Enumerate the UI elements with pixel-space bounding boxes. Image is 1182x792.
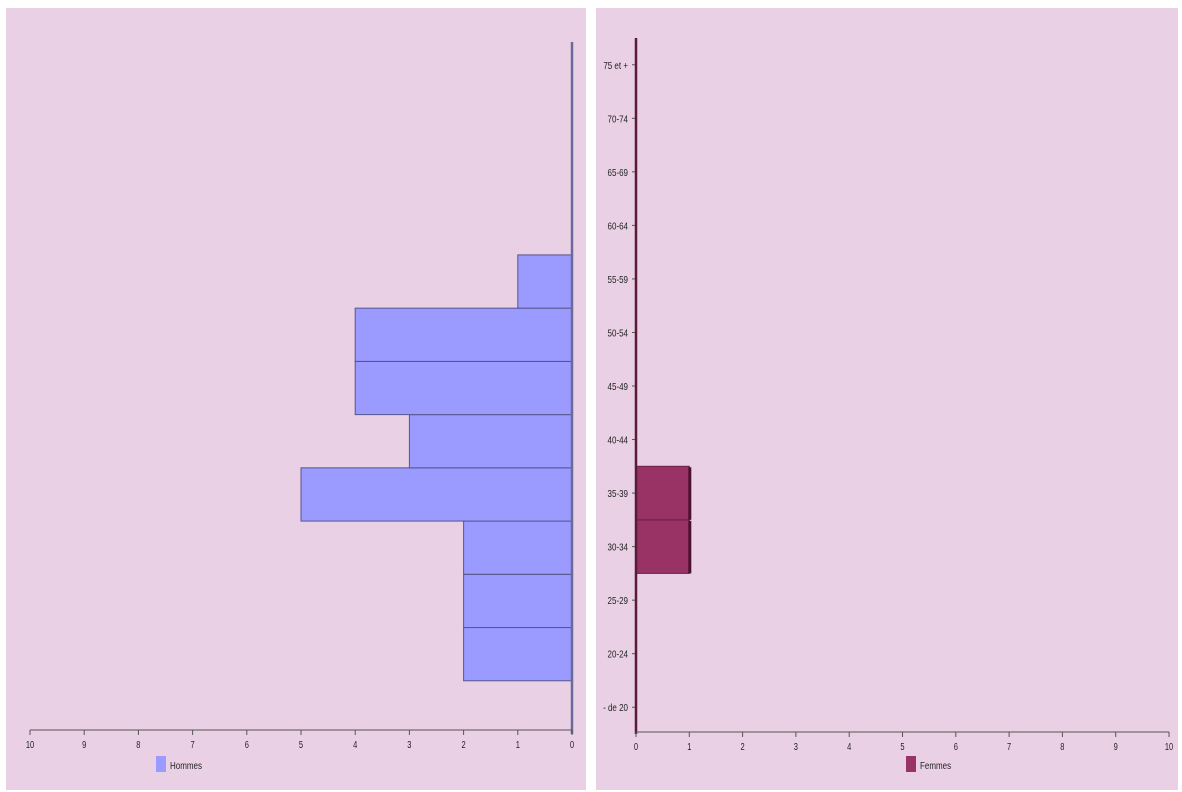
category-label: 70-74 [608, 113, 628, 124]
legend-swatch [906, 756, 916, 772]
bar-25-29 [463, 573, 573, 629]
bar-30-34 [635, 519, 690, 574]
x-tick-label: 2 [741, 741, 745, 752]
category-label: 55-59 [608, 274, 628, 285]
bar-30-34 [463, 520, 573, 575]
bar-35-39 [300, 467, 573, 522]
x-tick-label: 4 [847, 741, 851, 752]
category-label: 40-44 [608, 435, 628, 446]
chart-panel-hommes: 10 9 8 7 6 5 4 3 2 1 0 Hommes [6, 8, 586, 790]
x-tick-label: 1 [687, 741, 691, 752]
category-label: 25-29 [608, 595, 628, 606]
bar-40-44 [408, 414, 573, 469]
x-tick-label: 6 [245, 739, 249, 750]
x-tick-label: 7 [191, 739, 195, 750]
bar-45-49 [354, 360, 573, 416]
bar-50-54 [354, 307, 573, 362]
legend-label: Femmes [920, 760, 952, 771]
category-label: 30-34 [608, 542, 628, 553]
category-label: 35-39 [608, 488, 628, 499]
category-label: 65-69 [608, 167, 628, 178]
x-tick-label: 1 [516, 739, 520, 750]
bar-35-39 [635, 465, 690, 521]
bar-55-59 [517, 254, 573, 309]
category-label: 45-49 [608, 381, 628, 392]
x-tick-label: 5 [900, 741, 904, 752]
x-tick-label: 3 [794, 741, 798, 752]
x-tick-label: 4 [353, 739, 357, 750]
x-tick-label: 3 [407, 739, 411, 750]
x-tick-label: 2 [462, 739, 466, 750]
x-tick-label: 0 [634, 741, 638, 752]
category-label: - de 20 [603, 702, 628, 713]
bar-shadow [688, 467, 692, 520]
category-label: 50-54 [608, 328, 628, 339]
x-tick-label: 8 [1060, 741, 1064, 752]
x-tick-label: 0 [570, 739, 574, 750]
x-tick-label: 9 [1114, 741, 1118, 752]
x-tick-label: 8 [136, 739, 140, 750]
x-tick-label: 10 [1165, 741, 1173, 752]
x-tick-label: 6 [954, 741, 958, 752]
legend-label: Hommes [170, 760, 202, 771]
legend-swatch [156, 756, 166, 772]
femmes-chart: - de 20 20-24 25-29 30-34 35-39 40-44 45-49 50-… [603, 38, 1173, 772]
x-tick-label: 7 [1007, 741, 1011, 752]
x-tick-label: 5 [299, 739, 303, 750]
bar-20-24 [463, 627, 573, 682]
bar-shadow [688, 520, 692, 574]
chart-panel-femmes: - de 20 20-24 25-29 30-34 35-39 40-44 45-49 50-… [596, 8, 1178, 790]
category-label: 75 et + [603, 60, 628, 71]
x-tick-label: 9 [82, 739, 86, 750]
category-label: 20-24 [608, 649, 628, 660]
x-tick-label: 10 [26, 739, 34, 750]
category-label: 60-64 [608, 221, 628, 232]
